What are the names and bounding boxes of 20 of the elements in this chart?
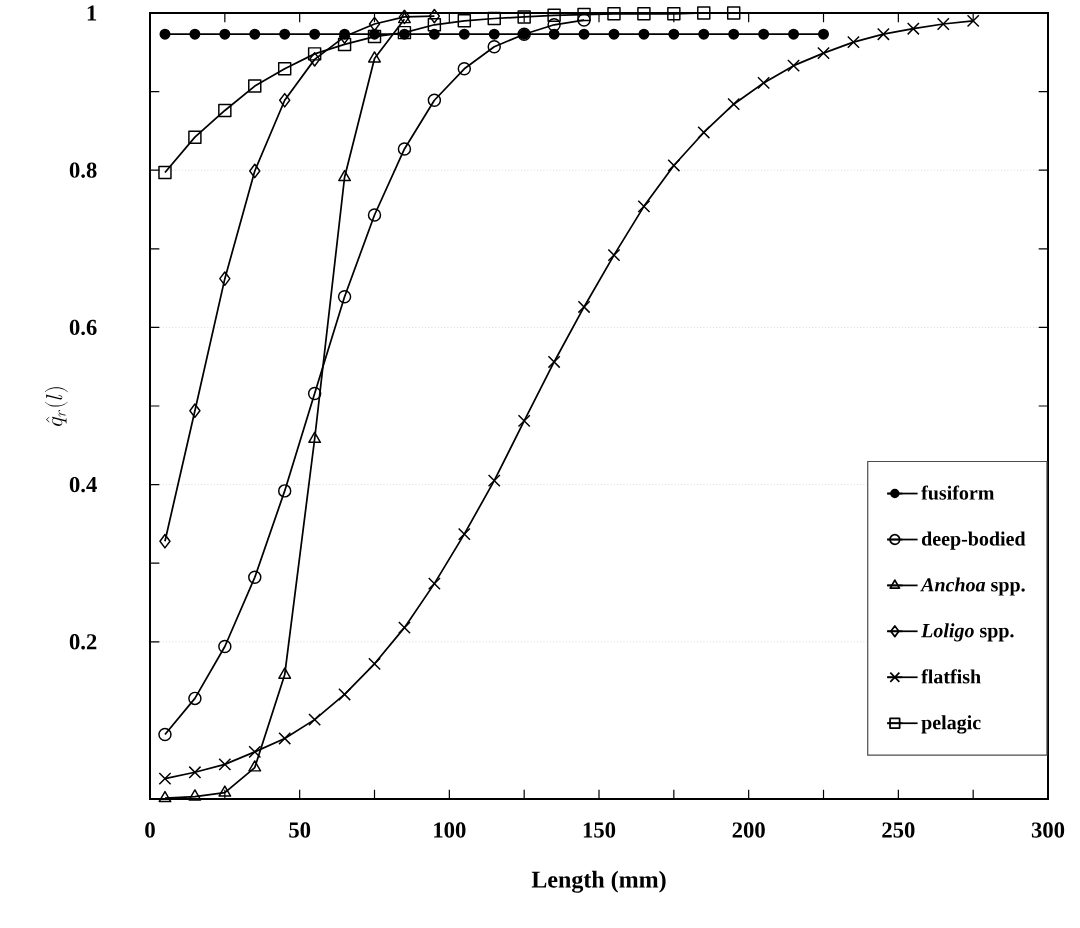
legend-label: flatfish xyxy=(921,669,981,684)
x-tick-label: 200 xyxy=(732,822,765,838)
legend-label: pelagic xyxy=(921,715,981,734)
y-tick-label: 0.4 xyxy=(69,476,97,493)
legend-label: Loligo spp. xyxy=(920,623,1014,642)
x-tick-label: 150 xyxy=(583,822,616,838)
x-tick-label: 100 xyxy=(434,822,466,838)
y-tick-label: 1 xyxy=(87,5,97,21)
y-axis-title: $\hat{q}_r(l)$ xyxy=(44,387,68,426)
x-axis-title: Length (mm) xyxy=(531,870,666,893)
x-tick-label: 250 xyxy=(882,822,915,838)
legend-label: Anchoa spp. xyxy=(920,577,1025,596)
y-tick-label: 0.6 xyxy=(69,319,97,336)
x-tick-label: 0 xyxy=(145,822,155,838)
legend-label: deep-bodied xyxy=(921,531,1026,550)
legend-label: fusiform xyxy=(921,485,995,500)
y-tick-label: 0.2 xyxy=(69,634,97,650)
x-tick-label: 300 xyxy=(1031,822,1065,838)
y-tick-label: 0.8 xyxy=(69,162,97,178)
x-tick-label: 50 xyxy=(289,822,311,838)
